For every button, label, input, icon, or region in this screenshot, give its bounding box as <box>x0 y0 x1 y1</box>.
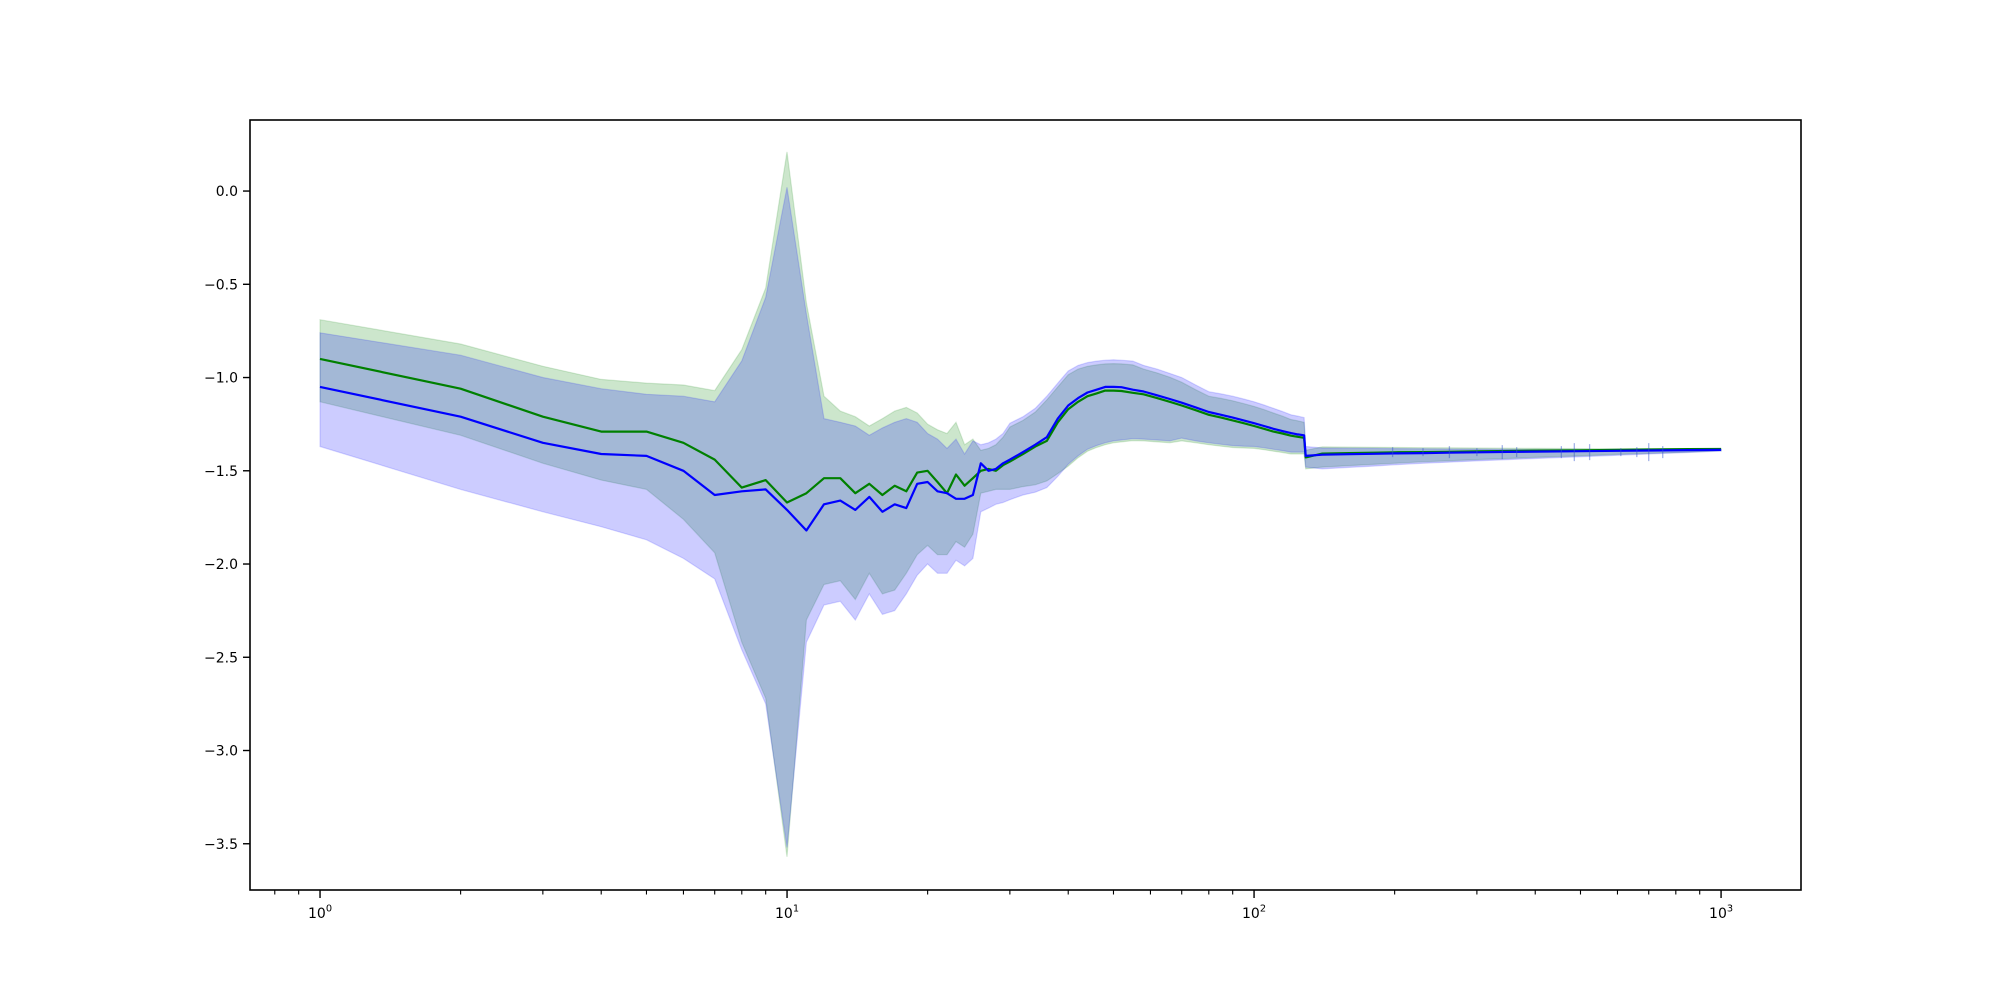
axes: 100 101 102 103 0.0 −0.5 −1.0 −1.5 −2.0 −2.5 −3.0 −… <box>204 119 1802 923</box>
y-tick-label: −3.0 <box>204 744 238 760</box>
y-tick-label: 0.0 <box>216 184 238 200</box>
x-tick-label: 102 <box>1242 904 1266 923</box>
x-tick-label: 103 <box>1709 904 1733 923</box>
mean-lines <box>319 357 1722 532</box>
y-tick-label: −1.5 <box>204 464 238 480</box>
x-tick-label: 100 <box>308 904 332 923</box>
x-tick-label: 101 <box>775 904 799 923</box>
y-tick-label: −1.0 <box>204 371 238 387</box>
y-tick-label: −0.5 <box>204 277 238 293</box>
y-tick-label: −3.5 <box>204 837 238 853</box>
plot-border <box>249 119 1802 891</box>
y-tick-label: −2.0 <box>204 557 238 573</box>
y-tick-label: −2.5 <box>204 650 238 666</box>
tail-noise-ticks <box>1391 443 1664 462</box>
blue-series-line <box>319 385 1722 532</box>
